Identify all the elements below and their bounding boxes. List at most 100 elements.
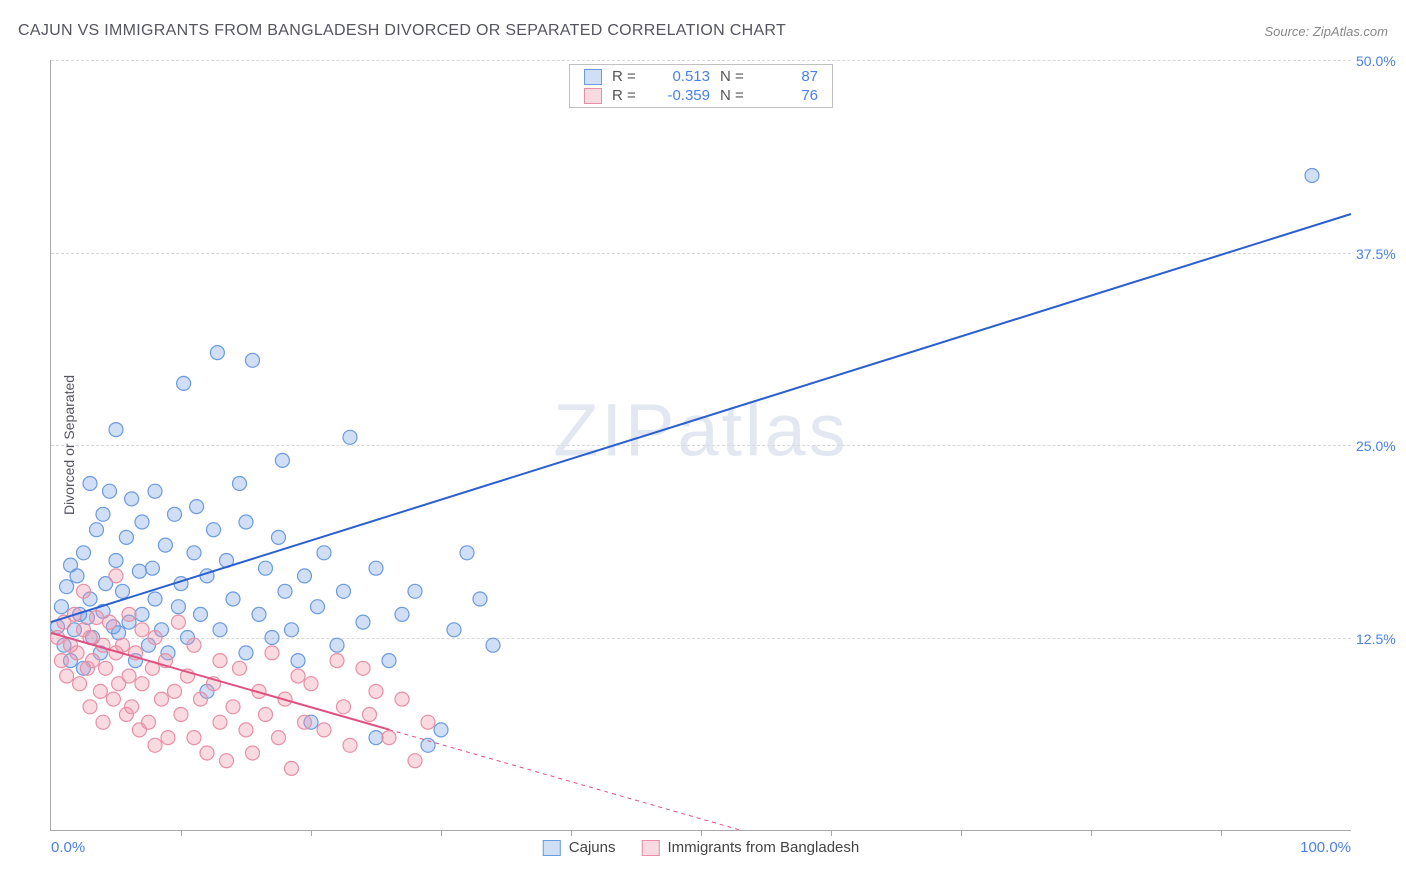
- data-point: [337, 700, 351, 714]
- data-point: [171, 600, 185, 614]
- data-point: [278, 584, 292, 598]
- data-point: [285, 623, 299, 637]
- data-point: [145, 561, 159, 575]
- data-point: [343, 430, 357, 444]
- data-point: [213, 654, 227, 668]
- data-point: [155, 692, 169, 706]
- data-point: [252, 607, 266, 621]
- data-point: [190, 500, 204, 514]
- data-point: [330, 638, 344, 652]
- data-point: [177, 376, 191, 390]
- data-point: [70, 569, 84, 583]
- x-axis-max-label: 100.0%: [1300, 839, 1351, 856]
- data-point: [109, 554, 123, 568]
- data-point: [246, 353, 260, 367]
- data-point: [473, 592, 487, 606]
- legend-label: Immigrants from Bangladesh: [667, 839, 859, 856]
- source-name: ZipAtlas.com: [1313, 24, 1388, 39]
- data-point: [213, 623, 227, 637]
- data-point: [369, 731, 383, 745]
- data-point: [103, 484, 117, 498]
- data-point: [272, 731, 286, 745]
- data-point: [298, 715, 312, 729]
- scatter-plot-svg: [51, 60, 1351, 830]
- data-point: [343, 738, 357, 752]
- data-point: [70, 646, 84, 660]
- data-point: [174, 708, 188, 722]
- data-point: [447, 623, 461, 637]
- y-tick-label: 37.5%: [1356, 246, 1406, 262]
- data-point: [285, 761, 299, 775]
- data-point: [187, 731, 201, 745]
- data-point: [460, 546, 474, 560]
- data-point: [363, 708, 377, 722]
- data-point: [337, 584, 351, 598]
- data-point: [194, 692, 208, 706]
- data-point: [158, 538, 172, 552]
- legend-swatch-pink: [641, 840, 659, 856]
- data-point: [298, 569, 312, 583]
- data-point: [382, 731, 396, 745]
- data-point: [356, 661, 370, 675]
- data-point: [408, 754, 422, 768]
- legend-label: Cajuns: [569, 839, 616, 856]
- legend-item-bangladesh: Immigrants from Bangladesh: [641, 839, 859, 856]
- data-point: [259, 708, 273, 722]
- data-point: [395, 692, 409, 706]
- data-point: [291, 669, 305, 683]
- data-point: [330, 654, 344, 668]
- x-axis-min-label: 0.0%: [51, 839, 85, 856]
- data-point: [220, 754, 234, 768]
- data-point: [194, 607, 208, 621]
- data-point: [171, 615, 185, 629]
- data-point: [213, 715, 227, 729]
- data-point: [275, 453, 289, 467]
- series-legend: Cajuns Immigrants from Bangladesh: [543, 839, 859, 856]
- data-point: [125, 492, 139, 506]
- data-point: [77, 546, 91, 560]
- data-point: [73, 677, 87, 691]
- data-point: [99, 661, 113, 675]
- data-point: [408, 584, 422, 598]
- data-point: [125, 700, 139, 714]
- legend-swatch-blue: [543, 840, 561, 856]
- data-point: [135, 515, 149, 529]
- data-point: [187, 546, 201, 560]
- trend-line: [51, 214, 1351, 622]
- data-point: [356, 615, 370, 629]
- data-point: [395, 607, 409, 621]
- data-point: [317, 723, 331, 737]
- data-point: [54, 654, 68, 668]
- data-point: [421, 715, 435, 729]
- data-point: [60, 580, 74, 594]
- data-point: [291, 654, 305, 668]
- chart-title: CAJUN VS IMMIGRANTS FROM BANGLADESH DIVO…: [18, 22, 786, 40]
- source-label: Source:: [1264, 24, 1312, 39]
- data-point: [148, 484, 162, 498]
- data-point: [486, 638, 500, 652]
- data-point: [142, 715, 156, 729]
- data-point: [200, 746, 214, 760]
- data-point: [233, 661, 247, 675]
- legend-item-cajuns: Cajuns: [543, 839, 616, 856]
- data-point: [161, 731, 175, 745]
- data-point: [60, 669, 74, 683]
- data-point: [90, 523, 104, 537]
- data-point: [207, 523, 221, 537]
- data-point: [246, 746, 260, 760]
- data-point: [83, 477, 97, 491]
- source-attribution: Source: ZipAtlas.com: [1264, 24, 1388, 39]
- data-point: [168, 684, 182, 698]
- y-tick-label: 12.5%: [1356, 631, 1406, 647]
- data-point: [317, 546, 331, 560]
- data-point: [122, 669, 136, 683]
- data-point: [77, 584, 91, 598]
- data-point: [168, 507, 182, 521]
- x-axis-ticks: [51, 830, 1351, 836]
- data-point: [265, 646, 279, 660]
- data-point: [434, 723, 448, 737]
- data-point: [1305, 169, 1319, 183]
- y-tick-label: 25.0%: [1356, 438, 1406, 454]
- data-point: [259, 561, 273, 575]
- data-point: [239, 723, 253, 737]
